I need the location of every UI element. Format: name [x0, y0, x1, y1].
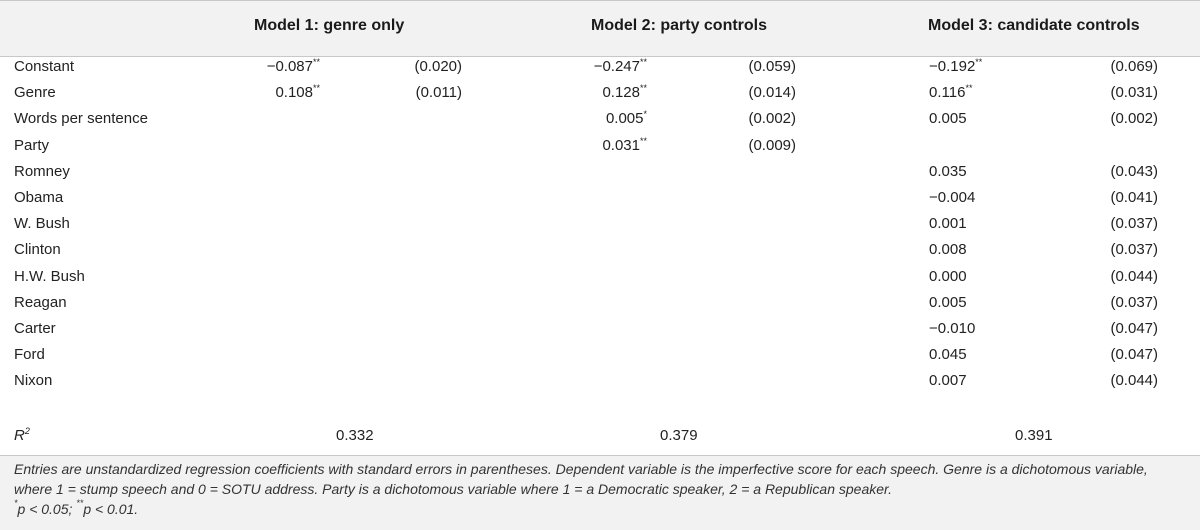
m1-coefficient: 0.108** — [275, 83, 320, 102]
table-row: Romney 0.035 (0.043) — [0, 160, 1200, 186]
m1-standard-error: (0.011) — [415, 84, 462, 102]
m3-standard-error: (0.037) — [1110, 241, 1158, 259]
m3-standard-error: (0.043) — [1110, 162, 1158, 180]
header-band — [0, 0, 1200, 57]
table-row: Words per sentence 0.005* (0.002) 0.005 (0.0… — [0, 107, 1200, 133]
row-label: Romney — [14, 162, 70, 180]
row-label: Genre — [14, 84, 56, 102]
row-label: H.W. Bush — [14, 267, 85, 285]
row-label: Reagan — [14, 293, 67, 311]
footnote-significance-2: p < 0.01. — [83, 501, 139, 517]
m3-standard-error: (0.037) — [1110, 215, 1158, 233]
m3-coefficient: 0.005 — [929, 293, 967, 311]
row-label: Nixon — [14, 372, 53, 390]
table-row: Genre 0.108** (0.011) 0.128** (0.014) 0.116**… — [0, 81, 1200, 107]
m3-coefficient: 0.116** — [929, 83, 973, 102]
table-row: Obama −0.004 (0.041) — [0, 186, 1200, 212]
table-row: Reagan 0.005 (0.037) — [0, 291, 1200, 317]
m3-coefficient: 0.035 — [929, 162, 967, 180]
row-label: Ford — [14, 346, 45, 364]
m2-standard-error: (0.009) — [748, 136, 796, 154]
m3-coefficient: −0.010 — [929, 320, 976, 337]
m2-standard-error: (0.002) — [748, 110, 796, 128]
m3-standard-error: (0.002) — [1110, 110, 1158, 128]
table-row: Nixon 0.007 (0.044) — [0, 369, 1200, 395]
m1-coefficient: −0.087** — [266, 57, 320, 76]
m3-standard-error: (0.044) — [1110, 372, 1158, 390]
r-squared-label: R2 — [14, 426, 30, 445]
footnote-significance-1: p < 0.05; — [17, 501, 77, 517]
m3-coefficient: 0.005 — [929, 110, 967, 128]
row-label: Words per sentence — [14, 110, 148, 128]
table-row: Clinton 0.008 (0.037) — [0, 238, 1200, 264]
header-model-1: Model 1: genre only — [254, 17, 405, 34]
r-squared-model-2: 0.379 — [660, 427, 698, 444]
m3-standard-error: (0.044) — [1110, 267, 1158, 285]
m2-coefficient: −0.247** — [593, 57, 647, 76]
table-row: Carter −0.010 (0.047) — [0, 317, 1200, 343]
row-label: Carter — [14, 320, 56, 337]
header-model-3: Model 3: candidate controls — [928, 17, 1140, 34]
table-row: Ford 0.045 (0.047) — [0, 343, 1200, 369]
table-row: H.W. Bush 0.000 (0.044) — [0, 265, 1200, 291]
m3-standard-error: (0.047) — [1110, 320, 1158, 337]
row-label: Party — [14, 136, 50, 154]
header-model-2: Model 2: party controls — [591, 17, 768, 34]
m3-coefficient: −0.004 — [929, 189, 976, 206]
r-squared-row: R2 0.332 0.379 0.391 — [0, 427, 1200, 449]
r-squared-model-3: 0.391 — [1015, 427, 1053, 444]
table-row: W. Bush 0.001 (0.037) — [0, 212, 1200, 238]
table-row: Constant −0.087** (0.020) −0.247** (0.059) −0… — [0, 55, 1200, 81]
m3-standard-error: (0.037) — [1110, 293, 1158, 311]
m3-standard-error: (0.041) — [1110, 189, 1158, 206]
row-label: Clinton — [14, 241, 61, 259]
table-footnote: Entries are unstandardized regression co… — [0, 456, 1200, 530]
row-label: Obama — [14, 189, 64, 206]
table-row: Party 0.031** (0.009) — [0, 134, 1200, 160]
row-label: Constant — [14, 58, 75, 75]
m1-standard-error: (0.020) — [414, 58, 462, 75]
m3-coefficient: 0.000 — [929, 267, 967, 285]
m3-coefficient: 0.045 — [929, 346, 967, 364]
footnote-rule — [0, 455, 1200, 456]
row-label: W. Bush — [14, 215, 70, 233]
table-top-rule — [0, 0, 1200, 1]
r-squared-model-1: 0.332 — [336, 427, 374, 444]
m3-standard-error: (0.069) — [1110, 58, 1158, 75]
m2-standard-error: (0.014) — [748, 84, 796, 102]
m2-standard-error: (0.059) — [748, 58, 796, 75]
m3-coefficient: −0.192** — [929, 57, 983, 76]
m2-coefficient: 0.031** — [602, 135, 647, 154]
m2-coefficient: 0.128** — [602, 83, 647, 102]
m3-coefficient: 0.007 — [929, 372, 967, 390]
header-rule — [0, 56, 1200, 57]
footnote-text: Entries are unstandardized regression co… — [14, 461, 1148, 497]
m3-coefficient: 0.001 — [929, 215, 967, 233]
m3-standard-error: (0.047) — [1110, 346, 1158, 364]
m2-coefficient: 0.005* — [605, 109, 647, 128]
m3-coefficient: 0.008 — [929, 241, 967, 259]
m3-standard-error: (0.031) — [1110, 84, 1158, 102]
